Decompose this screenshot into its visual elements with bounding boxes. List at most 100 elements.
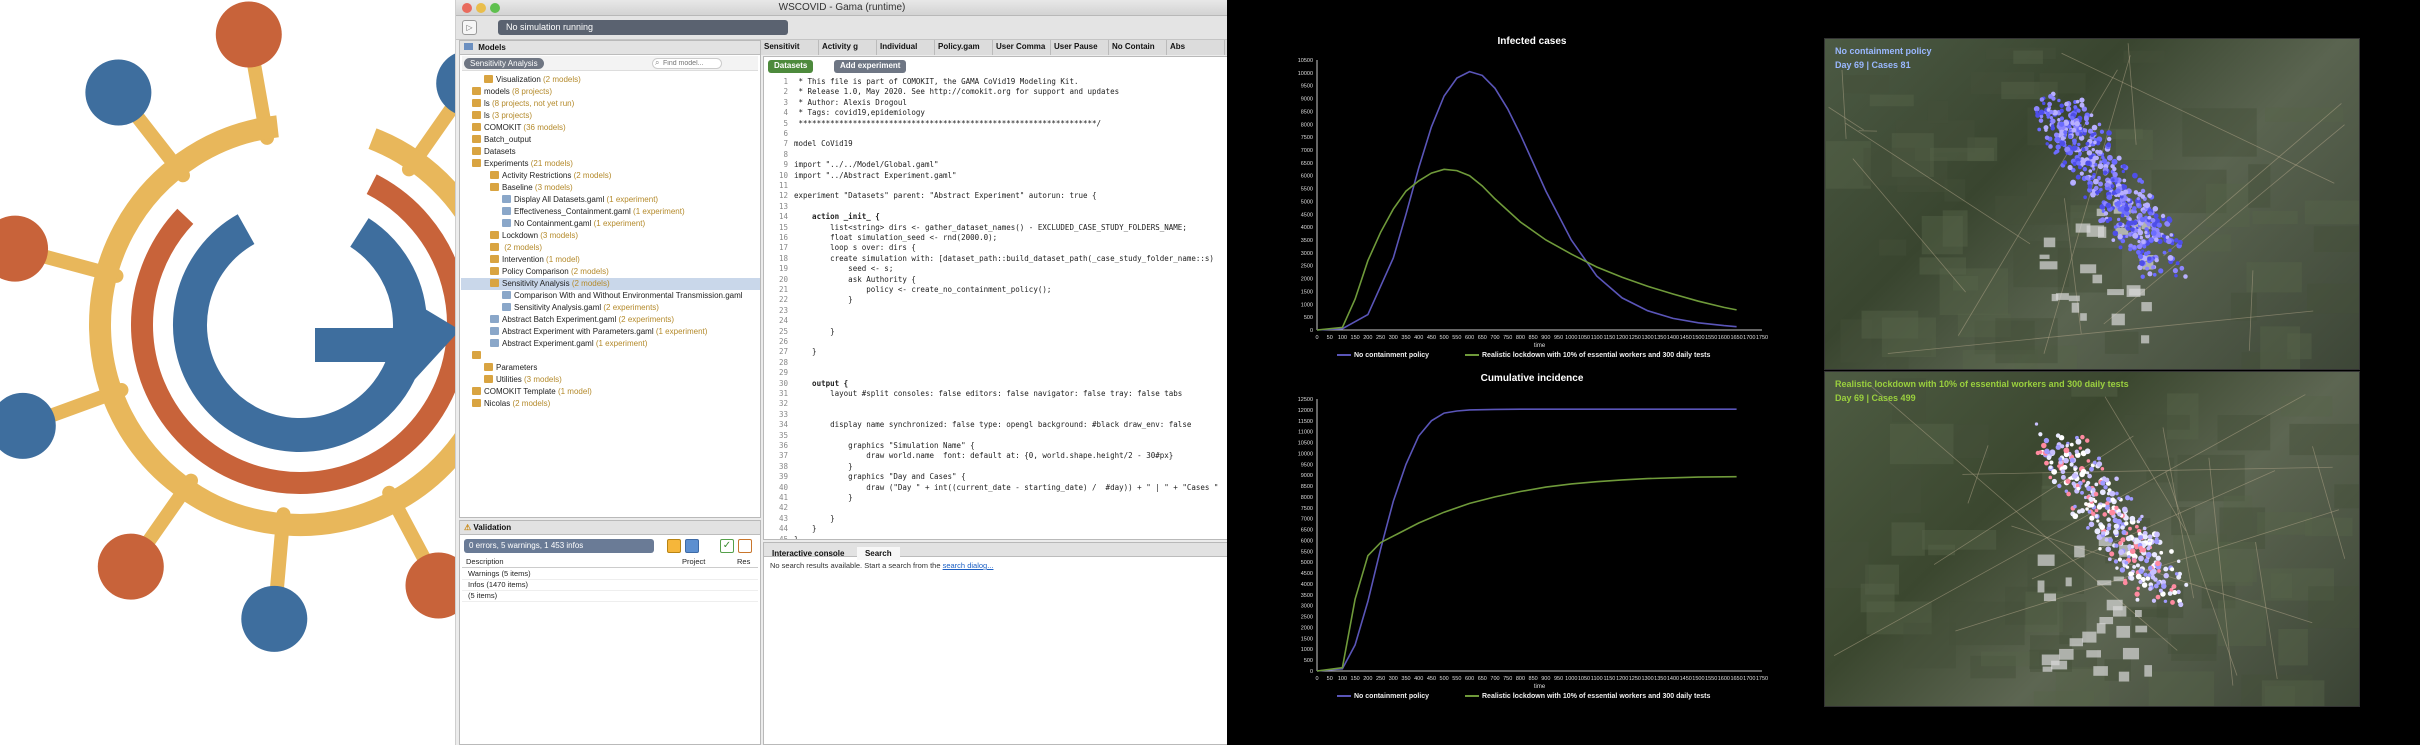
experiment-tab[interactable]: No Contain [1109, 40, 1167, 55]
column-header[interactable]: Res [737, 557, 751, 566]
no-containment-map[interactable]: No containment policy Day 69 | Cases 81 [1824, 38, 2360, 370]
model-search-input[interactable] [652, 58, 722, 69]
datasets-button[interactable]: Datasets [768, 60, 814, 73]
tree-item[interactable]: Parameters [484, 362, 537, 374]
code-line: ask Authority { [794, 274, 916, 284]
tree-item[interactable]: Datasets [472, 146, 516, 158]
model-file-icon [502, 207, 511, 215]
tree-item[interactable]: Policy Comparison (2 models) [490, 266, 609, 278]
tree-item[interactable]: Display All Datasets.gaml (1 experiment) [502, 194, 658, 206]
minimize-window-icon[interactable] [476, 3, 486, 13]
run-icon[interactable]: ▷ [462, 20, 477, 35]
tree-item[interactable]: Visualization (2 models) [484, 74, 581, 86]
table-row[interactable]: Infos (1470 items) [462, 580, 758, 591]
terrain-patch [1895, 120, 1975, 153]
experiment-tab[interactable]: User Pause [1051, 40, 1109, 55]
tree-item[interactable]: Intervention (1 model) [490, 254, 580, 266]
agent-dot [2069, 457, 2075, 463]
tree-item[interactable]: Sensitivity Analysis.gaml (2 experiments… [502, 302, 659, 314]
zoom-window-icon[interactable] [490, 3, 500, 13]
experiment-tab[interactable]: Policy.gam [935, 40, 993, 55]
terrain-patch [1887, 338, 1932, 356]
close-window-icon[interactable] [462, 3, 472, 13]
column-header[interactable]: Project [682, 557, 706, 566]
line-number: 29 [778, 368, 788, 378]
agent-dot [2043, 437, 2050, 444]
line-number: 11 [778, 181, 788, 190]
agent-dot [2151, 265, 2156, 270]
tree-item[interactable]: Batch_output [472, 134, 531, 146]
tab-search[interactable]: Search [856, 547, 900, 560]
terrain-patch [1962, 349, 2038, 369]
road [1887, 310, 2314, 354]
agent-dot [2044, 135, 2050, 140]
agent-dot [2048, 475, 2053, 480]
agent-dot [2111, 191, 2116, 196]
tree-item[interactable]: Abstract Batch Experiment.gaml (2 experi… [490, 314, 674, 326]
tree-item[interactable]: Experiments (21 models) [472, 158, 573, 170]
x-tick-label: 250 [1376, 335, 1385, 341]
tree-item[interactable]: Activity Restrictions (2 models) [490, 170, 611, 182]
tree-item[interactable]: Sensitivity Analysis (2 models) [490, 278, 610, 290]
agent-dot [2049, 460, 2054, 465]
tree-item-label: Utilities [496, 375, 522, 384]
agent-dot [2110, 497, 2116, 502]
experiment-tab[interactable]: Abs [1167, 40, 1225, 55]
tree-item[interactable]: ls (3 projects) [472, 110, 532, 122]
tree-item[interactable]: Effectiveness_Containment.gaml (1 experi… [502, 206, 685, 218]
breadcrumb[interactable]: Sensitivity Analysis [464, 58, 544, 69]
code-editor[interactable]: Datasets Add experiment 1 * This file is… [763, 56, 1227, 540]
infected-cases-chart[interactable]: Infected cases 0 500 1000 1500 2000 2500 3000 3… [1287, 30, 1777, 370]
tree-item[interactable]: Utilities (3 models) [484, 374, 562, 386]
table-row[interactable]: (5 items) [462, 591, 758, 602]
agent-dot [2128, 217, 2132, 221]
column-header[interactable]: Description [466, 557, 504, 566]
validation-panel: ⚠ Validation 0 errors, 5 warnings, 1 453… [459, 520, 761, 745]
check-icon[interactable]: ✓ [720, 539, 734, 553]
experiment-tab[interactable]: Activity g [819, 40, 877, 55]
tree-item[interactable]: Lockdown (3 models) [490, 230, 578, 242]
agent-dot [2077, 142, 2081, 147]
tree-item[interactable]: (2 models) [490, 242, 542, 254]
experiment-tab[interactable]: User Comma [993, 40, 1051, 55]
experiment-tab[interactable]: Individual [877, 40, 935, 55]
terrain-patch [2246, 262, 2302, 293]
terrain-patch [1919, 257, 1967, 275]
agent-dot [2156, 580, 2161, 585]
tree-item[interactable]: COMOKIT Template (1 model) [472, 386, 592, 398]
tree-item[interactable]: models (8 projects) [472, 86, 552, 98]
building [2043, 593, 2057, 602]
tree-item[interactable]: COMOKIT (36 models) [472, 122, 566, 134]
table-row[interactable]: Warnings (5 items) [462, 569, 758, 580]
search-dialog-link[interactable]: search dialog... [942, 561, 994, 570]
filter-warnings-icon[interactable] [667, 539, 681, 553]
cumulative-incidence-chart[interactable]: Cumulative incidence 0 500 1000 1500 2000 250… [1287, 371, 1777, 711]
tree-item[interactable] [472, 350, 484, 362]
y-tick-label: 9000 [1301, 97, 1313, 103]
tree-item-label: models [484, 87, 510, 96]
add-experiment-button[interactable]: Add experiment [834, 60, 907, 73]
agent-dot [2130, 227, 2135, 232]
experiment-tab[interactable]: Sensitivit [761, 40, 819, 55]
tree-item[interactable]: Comparison With and Without Environmenta… [502, 290, 743, 302]
terrain-patch [1825, 141, 1871, 189]
tree-item[interactable]: Nicolas (2 models) [472, 398, 550, 410]
agent-dot [2132, 564, 2137, 569]
terrain-patch [1970, 655, 2016, 679]
tree-item-count: (36 models) [523, 123, 566, 132]
road [2208, 457, 2234, 686]
tree-item[interactable]: Baseline (3 models) [490, 182, 573, 194]
tree-item[interactable]: Abstract Experiment with Parameters.gaml… [490, 326, 707, 338]
tab-interactive-console[interactable]: Interactive console [772, 549, 845, 558]
tree-item[interactable]: No Containment.gaml (1 experiment) [502, 218, 645, 230]
middle-ring [131, 174, 469, 494]
agent-dot [2141, 239, 2146, 245]
tree-item[interactable]: Abstract Experiment.gaml (1 experiment) [490, 338, 647, 350]
filter-infos-icon[interactable] [685, 539, 699, 553]
terrain-patch [1903, 622, 1956, 669]
terrain-patch [2278, 628, 2308, 666]
list-icon[interactable] [738, 539, 752, 553]
terrain-patch [2271, 573, 2293, 599]
tree-item[interactable]: ls (8 projects, not yet run) [472, 98, 574, 110]
lockdown-map[interactable]: Realistic lockdown with 10% of essential… [1824, 371, 2360, 707]
